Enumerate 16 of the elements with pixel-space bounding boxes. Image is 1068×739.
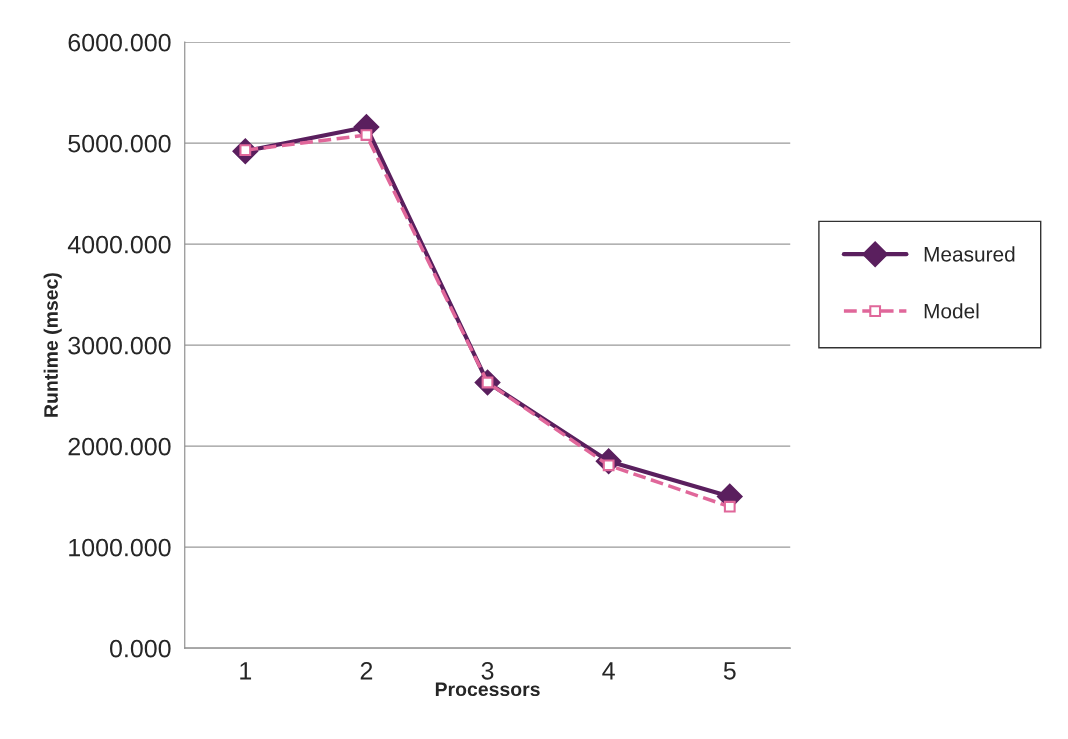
y-tick-label: 1000.000 bbox=[69, 538, 171, 557]
y-tick-label: 4000.000 bbox=[67, 235, 171, 254]
x-tick-label: 5 bbox=[723, 662, 736, 680]
x-axis-title: Processors bbox=[435, 682, 540, 697]
y-tick-label: 2000.000 bbox=[68, 437, 171, 456]
legend-label: Model bbox=[924, 303, 979, 319]
y-tick-label: 0.000 bbox=[109, 639, 171, 658]
x-tick-label: 4 bbox=[602, 662, 615, 680]
x-tick-label: 3 bbox=[481, 661, 494, 680]
y-tick-label: 3000.000 bbox=[68, 336, 171, 355]
y-tick-label: 6000.000 bbox=[68, 33, 171, 52]
y-axis-title: Runtime (msec) bbox=[43, 273, 62, 417]
x-tick-label: 1 bbox=[240, 662, 252, 680]
legend-label: Measured bbox=[924, 246, 1015, 262]
x-tick-label: 2 bbox=[360, 661, 373, 680]
y-tick-label: 5000.000 bbox=[68, 134, 171, 153]
